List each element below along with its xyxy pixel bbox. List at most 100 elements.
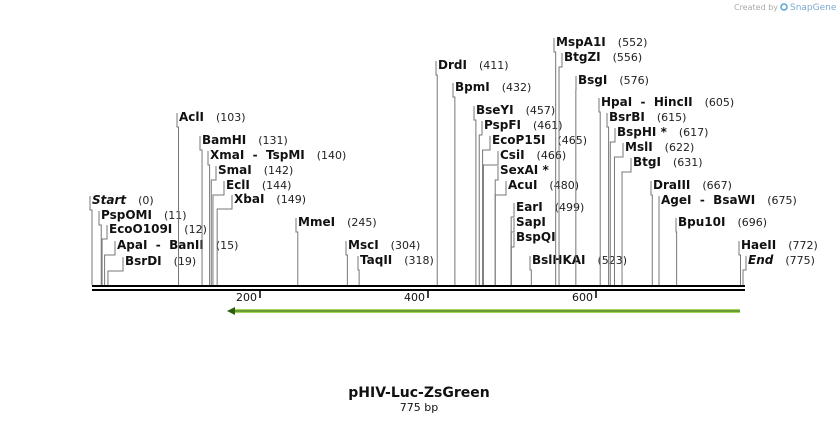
site-line (104, 241, 116, 285)
site-position: (457) (526, 104, 556, 117)
site-name: XbaI (234, 192, 264, 206)
site-position: (631) (673, 156, 703, 169)
site-line (435, 61, 438, 285)
site-name: HpaI - HincII (601, 95, 693, 109)
site-position: (318) (404, 254, 434, 267)
map-title: pHIV-Luc-ZsGreen (348, 385, 489, 401)
site-name: TaqII (360, 253, 392, 267)
site-name: Start (92, 193, 127, 207)
site-name: MscI (348, 238, 379, 252)
site-position: (461) (533, 119, 563, 132)
site-line (295, 218, 299, 285)
site-position: (432) (502, 81, 532, 94)
ruler-label: 600 (572, 291, 593, 304)
site-line (613, 143, 624, 285)
credit-prefix: Created by (734, 3, 778, 12)
site-position: (245) (347, 216, 377, 229)
ruler-label: 400 (404, 291, 425, 304)
logo (780, 3, 788, 11)
site-name: XmaI - TspMI (210, 148, 305, 162)
site-name: BsrBI (609, 110, 645, 124)
site-name: EcoO109I (109, 222, 172, 236)
site-position: (0) (138, 194, 154, 207)
site-line (598, 98, 601, 285)
site-position: (304) (391, 239, 421, 252)
site-line (210, 166, 217, 285)
site-name: BsgI (578, 73, 607, 87)
site-line (473, 106, 477, 285)
site-position: (11) (164, 209, 187, 222)
site-position: (696) (737, 216, 767, 229)
site-position: (576) (619, 74, 649, 87)
site-name: MmeI (298, 215, 335, 229)
site-name: BamHI (202, 133, 246, 147)
site-position: (615) (657, 111, 687, 124)
site-line (553, 38, 557, 285)
site-position: (12) (184, 223, 207, 236)
site-position: (667) (702, 179, 732, 192)
site-position: (131) (258, 134, 288, 147)
site-line (452, 83, 456, 285)
site-position: (466) (537, 149, 567, 162)
ruler-label: 200 (236, 291, 257, 304)
site-name: EclI (226, 178, 250, 192)
site-line (207, 151, 211, 285)
feature-arrow (227, 307, 235, 315)
site-line (199, 136, 203, 285)
site-line (212, 181, 225, 285)
site-position: (605) (705, 96, 735, 109)
site-position: (775) (785, 254, 815, 267)
site-position: (499) (555, 201, 585, 214)
site-name: BtgI (633, 155, 661, 169)
site-name: HaeII (741, 238, 776, 252)
site-position: (465) (558, 134, 588, 147)
site-name: EarI (516, 200, 543, 214)
site-line (357, 256, 360, 285)
site-line (345, 241, 348, 285)
site-line (482, 151, 499, 285)
site-name: EcoP15I (492, 133, 546, 147)
site-name: AgeI - BsaWI (661, 193, 755, 207)
site-position: (149) (276, 193, 306, 206)
site-name: BspHI * (617, 125, 668, 139)
site-name: PspFI (484, 118, 521, 132)
site-line (101, 225, 108, 285)
site-name: CsiI (500, 148, 525, 162)
site-position: (480) (549, 179, 579, 192)
site-position: (675) (767, 194, 797, 207)
site-name: AclI (179, 110, 204, 124)
site-name: End (748, 253, 774, 267)
site-position: (142) (264, 164, 294, 177)
site-name: SapI (516, 215, 546, 229)
site-line (738, 241, 741, 285)
site-position: (556) (613, 51, 643, 64)
site-name: SmaI (218, 163, 252, 177)
site-position: (140) (317, 149, 347, 162)
site-line (107, 257, 124, 285)
site-line (89, 196, 93, 285)
site-line (478, 121, 483, 285)
site-line (742, 256, 747, 285)
site-line (176, 113, 180, 285)
site-name: BseYI (476, 103, 514, 117)
site-position: (15) (216, 239, 239, 252)
map-subtitle: 775 bp (400, 401, 438, 414)
site-name: Bpu10I (678, 215, 725, 229)
site-name: DraIII (653, 178, 690, 192)
site-line (216, 195, 233, 285)
site-name: DrdI (438, 58, 467, 72)
site-line (650, 181, 653, 285)
site-line (609, 128, 616, 285)
site-name: BpmI (455, 80, 490, 94)
site-line (606, 113, 610, 285)
site-position: (552) (618, 36, 648, 49)
site-position: (772) (788, 239, 818, 252)
site-name: MslI (625, 140, 653, 154)
site-name: PspOMI (101, 208, 152, 222)
credit-brand: SnapGene (790, 3, 837, 13)
site-name: BtgZI (564, 50, 601, 64)
site-line (529, 256, 532, 285)
site-position: (523) (598, 254, 628, 267)
site-line (482, 136, 491, 285)
site-line (98, 211, 102, 285)
